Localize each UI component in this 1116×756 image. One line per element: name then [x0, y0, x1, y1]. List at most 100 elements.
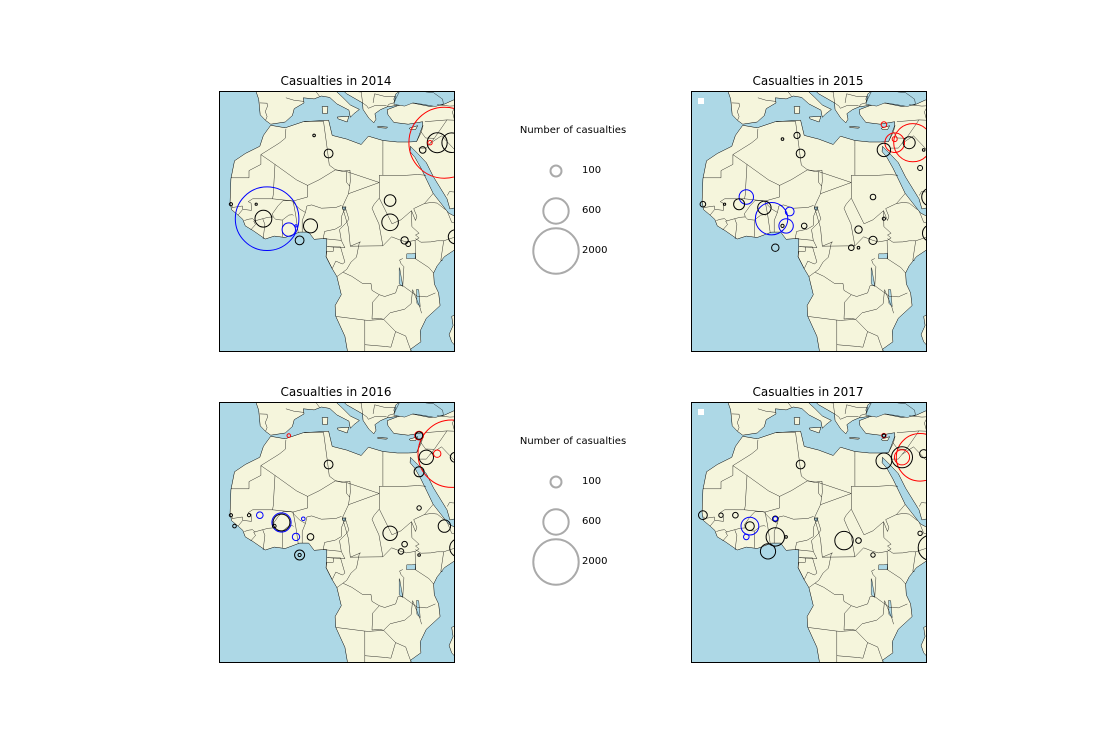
casualty-marker	[405, 241, 412, 247]
country-border	[788, 92, 792, 97]
casualty-marker	[381, 213, 399, 232]
country-border	[887, 549, 916, 572]
landmass	[881, 125, 890, 130]
casualty-marker	[294, 224, 298, 228]
country-border	[744, 200, 778, 217]
country-border	[335, 316, 412, 351]
country-border	[893, 125, 896, 133]
country-border	[416, 430, 448, 453]
panel-title-2017: Casualties in 2017	[752, 385, 864, 399]
casualty-marker	[895, 433, 926, 482]
legend-label-600: 600	[582, 516, 602, 527]
casualty-marker	[433, 449, 442, 458]
country-border	[418, 449, 435, 460]
country-border	[896, 202, 918, 210]
map-2016	[219, 402, 455, 663]
country-border	[346, 171, 350, 187]
casualty-marker	[294, 235, 305, 246]
country-border	[364, 331, 396, 348]
country-border	[757, 408, 777, 413]
landmass	[255, 92, 399, 125]
country-border	[364, 631, 365, 662]
legend-label-2000: 2000	[582, 556, 608, 567]
country-border	[836, 642, 868, 659]
country-border	[887, 238, 916, 261]
legend-symbol	[542, 508, 570, 536]
casualty-marker	[400, 236, 409, 245]
country-border	[919, 522, 926, 535]
landmass	[377, 437, 388, 440]
country-border	[851, 193, 906, 225]
casualty-marker	[397, 548, 405, 555]
country-border	[924, 419, 926, 430]
casualty-marker	[416, 505, 422, 511]
casualty-marker	[795, 459, 806, 470]
country-border	[421, 125, 424, 133]
country-border	[304, 121, 384, 248]
country-border	[429, 135, 454, 150]
country-border	[776, 121, 856, 248]
country-border	[797, 557, 806, 580]
country-border	[886, 240, 906, 274]
panel-title-2016: Casualties in 2016	[280, 385, 392, 399]
casualty-marker	[447, 229, 454, 245]
landmass	[337, 427, 350, 434]
country-border	[382, 521, 420, 557]
country-border	[447, 522, 454, 535]
casualty-marker	[921, 188, 926, 206]
casualty-marker	[718, 512, 724, 518]
country-border	[335, 169, 351, 207]
country-border	[332, 557, 346, 580]
country-border	[259, 413, 268, 432]
country-border	[836, 320, 837, 351]
country-border	[336, 241, 361, 277]
landmass	[849, 126, 860, 129]
country-border	[447, 211, 454, 224]
country-border	[323, 238, 342, 241]
country-border	[364, 320, 365, 351]
country-border	[808, 241, 833, 277]
casualty-marker	[437, 519, 452, 533]
country-border	[237, 198, 273, 216]
country-border	[262, 216, 283, 240]
map-svg-2016	[220, 403, 454, 662]
casualty-marker	[848, 244, 855, 251]
country-border	[230, 465, 262, 489]
legend-symbol	[532, 227, 580, 275]
country-border	[896, 513, 918, 521]
casualty-marker	[254, 209, 273, 228]
country-border	[244, 529, 256, 533]
country-border	[230, 154, 262, 178]
country-border	[424, 513, 446, 521]
country-border	[919, 211, 926, 224]
casualty-marker	[323, 459, 334, 470]
map-svg-2017	[692, 403, 926, 662]
country-border	[779, 480, 808, 497]
casualty-marker	[757, 200, 772, 216]
country-border	[323, 518, 346, 550]
casualty-marker	[893, 123, 926, 163]
country-border	[362, 413, 387, 420]
country-border	[804, 246, 818, 269]
country-border	[834, 413, 859, 420]
country-border	[272, 200, 306, 217]
legend-title: Number of casualties	[519, 436, 627, 447]
map-corner-box	[698, 409, 704, 415]
country-border	[815, 272, 852, 295]
casualty-marker	[784, 535, 788, 539]
casualty-marker	[745, 521, 755, 531]
country-border	[372, 404, 396, 414]
legend-symbol	[549, 475, 563, 489]
inland-water	[416, 600, 421, 619]
country-border	[716, 529, 728, 533]
country-border	[325, 246, 334, 269]
legend-label-100: 100	[582, 476, 602, 487]
landmass	[321, 417, 329, 425]
inland-water	[393, 92, 444, 107]
casualty-marker	[449, 539, 454, 557]
country-border	[437, 104, 454, 107]
legend-bottom: Number of casualties 100 600 2000	[508, 436, 638, 586]
landmass	[920, 315, 926, 345]
country-border	[797, 246, 806, 269]
country-border	[316, 403, 320, 408]
